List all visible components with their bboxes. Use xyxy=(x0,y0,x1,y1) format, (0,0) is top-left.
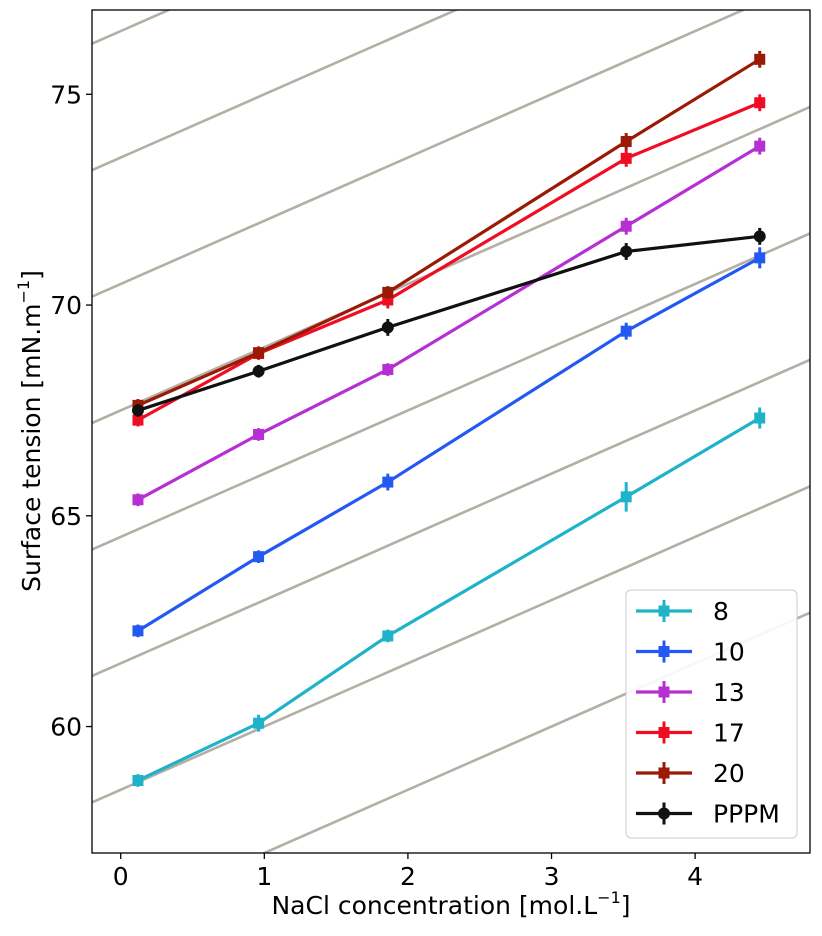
series-line xyxy=(137,144,761,502)
data-point xyxy=(382,364,394,376)
legend-label: PPPM xyxy=(713,800,780,829)
background-line xyxy=(92,105,810,425)
data-point xyxy=(132,775,144,787)
legend: 8 10 13 17 20 PPPM xyxy=(625,589,798,839)
y-tick-label: 75 xyxy=(50,80,82,109)
data-point xyxy=(620,245,633,258)
data-point xyxy=(253,551,265,563)
data-point xyxy=(754,412,766,424)
series-8 xyxy=(132,407,766,787)
data-point xyxy=(381,321,394,334)
background-line xyxy=(92,10,172,45)
data-point xyxy=(754,252,766,264)
legend-label: 13 xyxy=(713,678,745,707)
x-tick-label: 1 xyxy=(256,862,272,891)
y-axis: 60 65 70 75 xyxy=(50,80,92,742)
y-tick-label: 60 xyxy=(50,713,82,742)
background-reference-lines xyxy=(92,10,810,853)
legend-marker xyxy=(658,727,670,738)
background-line xyxy=(92,10,460,172)
data-point xyxy=(132,625,144,637)
legend-label: 17 xyxy=(713,719,745,748)
legend-entry: 20 xyxy=(636,759,745,788)
legend-label: 20 xyxy=(713,759,745,788)
data-point xyxy=(620,220,632,232)
series-20 xyxy=(132,50,766,412)
series-line xyxy=(137,57,761,407)
y-tick-label: 70 xyxy=(50,291,82,320)
series-line xyxy=(137,101,761,422)
series-17 xyxy=(132,94,766,427)
data-point xyxy=(754,140,766,152)
background-line xyxy=(92,358,810,678)
series-10 xyxy=(132,247,766,638)
data-point xyxy=(754,97,766,109)
background-line xyxy=(92,232,810,551)
x-tick-label: 2 xyxy=(400,862,416,891)
data-point xyxy=(252,365,265,378)
data-point xyxy=(382,294,394,306)
data-point xyxy=(132,414,144,426)
legend-marker xyxy=(658,605,670,617)
series-layer xyxy=(131,50,766,787)
data-point xyxy=(620,152,632,164)
data-point xyxy=(132,494,144,506)
legend-marker xyxy=(658,807,670,820)
legend-marker xyxy=(658,646,670,657)
data-point xyxy=(620,491,632,503)
y-tick-label: 65 xyxy=(50,502,82,531)
data-point xyxy=(131,404,144,417)
data-point xyxy=(253,428,265,440)
legend-entry: 13 xyxy=(636,678,745,707)
data-point xyxy=(753,230,766,243)
data-point xyxy=(253,347,265,359)
legend-entry: PPPM xyxy=(636,800,780,829)
y-axis-label: Surface tension [mN.m−1] xyxy=(14,270,46,592)
legend-entry: 10 xyxy=(636,638,745,667)
data-point xyxy=(754,53,766,65)
series-PPPM xyxy=(131,227,766,417)
data-point xyxy=(620,325,632,337)
legend-label: 8 xyxy=(713,597,729,626)
x-axis: 0 1 2 3 4 xyxy=(113,853,703,891)
series-line xyxy=(137,256,761,633)
legend-label: 10 xyxy=(713,638,745,667)
legend-entry: 17 xyxy=(636,719,745,748)
legend-marker xyxy=(658,686,670,698)
x-tick-label: 0 xyxy=(113,862,129,891)
data-point xyxy=(382,286,394,298)
series-13 xyxy=(132,137,766,507)
background-line xyxy=(92,10,747,298)
x-tick-label: 3 xyxy=(544,862,560,891)
background-line xyxy=(92,485,810,804)
data-point xyxy=(382,630,394,642)
x-tick-label: 4 xyxy=(687,862,703,891)
data-point xyxy=(382,476,394,488)
plot-frame xyxy=(91,9,811,854)
data-point xyxy=(620,136,632,148)
data-point xyxy=(253,717,265,729)
legend-entry: 8 xyxy=(636,597,729,626)
x-axis-label: NaCl concentration [mol.L−1] xyxy=(271,888,630,920)
legend-marker xyxy=(658,767,670,779)
